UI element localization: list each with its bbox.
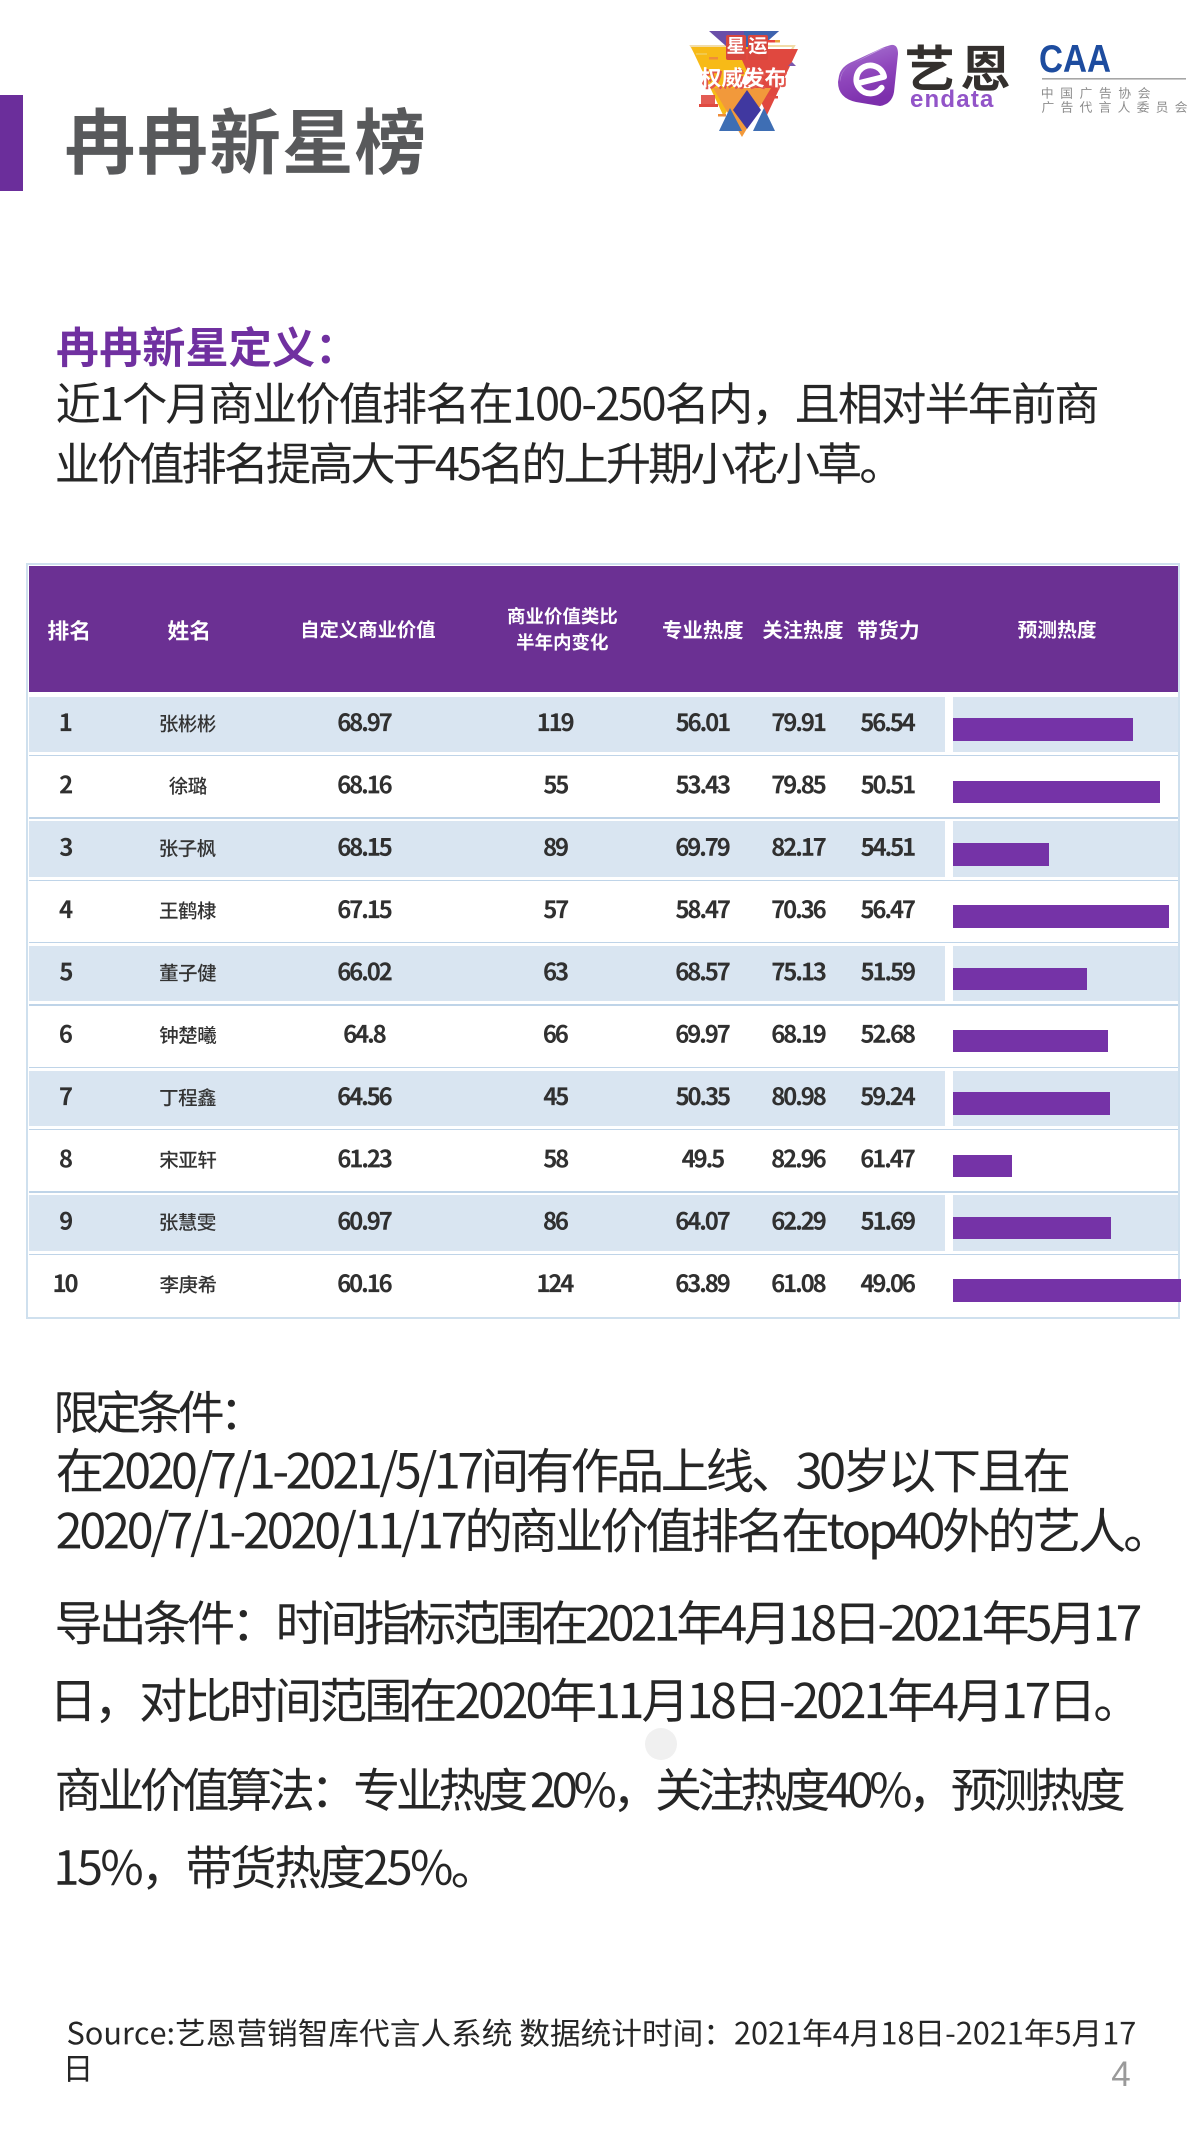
svg-text:CAA: CAA — [1039, 40, 1111, 81]
